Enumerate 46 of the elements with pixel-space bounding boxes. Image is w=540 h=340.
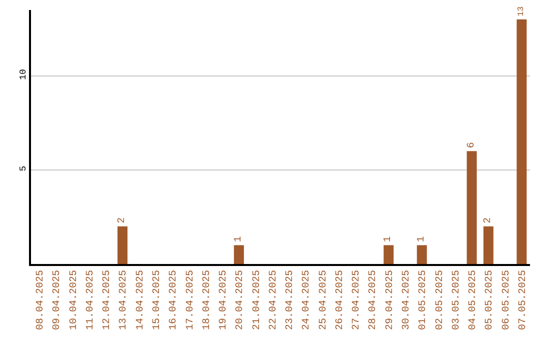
x-tick-label: 29.04.2025 (384, 270, 396, 330)
y-tick-label: 5 (18, 166, 28, 172)
x-tick-label: 21.04.2025 (252, 270, 263, 330)
x-tick-label: 05.05.2025 (484, 270, 496, 330)
x-tick-label: 18.04.2025 (202, 270, 213, 330)
data-label: 1 (383, 236, 394, 242)
x-tick-label: 01.05.2025 (418, 270, 430, 330)
x-tick-label: 14.04.2025 (135, 270, 146, 330)
x-tick-label: 26.04.2025 (334, 270, 346, 330)
x-tick-label: 20.04.2025 (235, 270, 246, 330)
x-tick-label: 09.04.2025 (52, 270, 64, 330)
data-label: 2 (482, 217, 494, 224)
x-tick-label: 17.04.2025 (185, 270, 196, 330)
x-tick-label: 08.04.2025 (36, 270, 47, 330)
x-tick-label: 22.04.2025 (268, 270, 280, 330)
bar (466, 151, 477, 264)
bar (416, 245, 427, 264)
data-label: 2 (116, 217, 128, 224)
bar (234, 245, 244, 264)
x-tick-label: 16.04.2025 (168, 270, 180, 330)
x-tick-label: 23.04.2025 (285, 270, 296, 330)
data-label: 1 (233, 236, 244, 242)
y-tick-label: 10 (18, 69, 28, 80)
x-tick-label: 03.05.2025 (451, 270, 462, 330)
x-tick-label: 24.04.2025 (302, 270, 313, 330)
x-tick-label: 04.05.2025 (468, 270, 480, 330)
x-tick-label: 02.05.2025 (434, 270, 446, 330)
x-tick-label: 12.04.2025 (102, 270, 114, 330)
x-tick-label: 11.04.2025 (85, 270, 96, 330)
x-tick-label: 10.04.2025 (68, 270, 80, 330)
data-label: 6 (466, 142, 478, 148)
x-tick-label: 25.04.2025 (318, 270, 330, 330)
x-tick-label: 30.04.2025 (402, 270, 412, 330)
x-tick-label: 15.04.2025 (152, 270, 163, 330)
bar (483, 226, 494, 264)
bar (117, 226, 128, 264)
x-tick-label: 28.04.2025 (368, 270, 380, 330)
x-tick-label: 13.04.2025 (118, 270, 130, 330)
data-label: 1 (416, 236, 428, 242)
bar (384, 245, 394, 264)
bar (516, 19, 527, 264)
x-tick-label: 07.05.2025 (518, 270, 529, 330)
x-tick-label: 19.04.2025 (218, 270, 230, 330)
x-tick-label: 27.04.2025 (352, 270, 363, 330)
x-tick-label: 06.05.2025 (501, 270, 512, 330)
data-label: 13 (516, 6, 526, 16)
